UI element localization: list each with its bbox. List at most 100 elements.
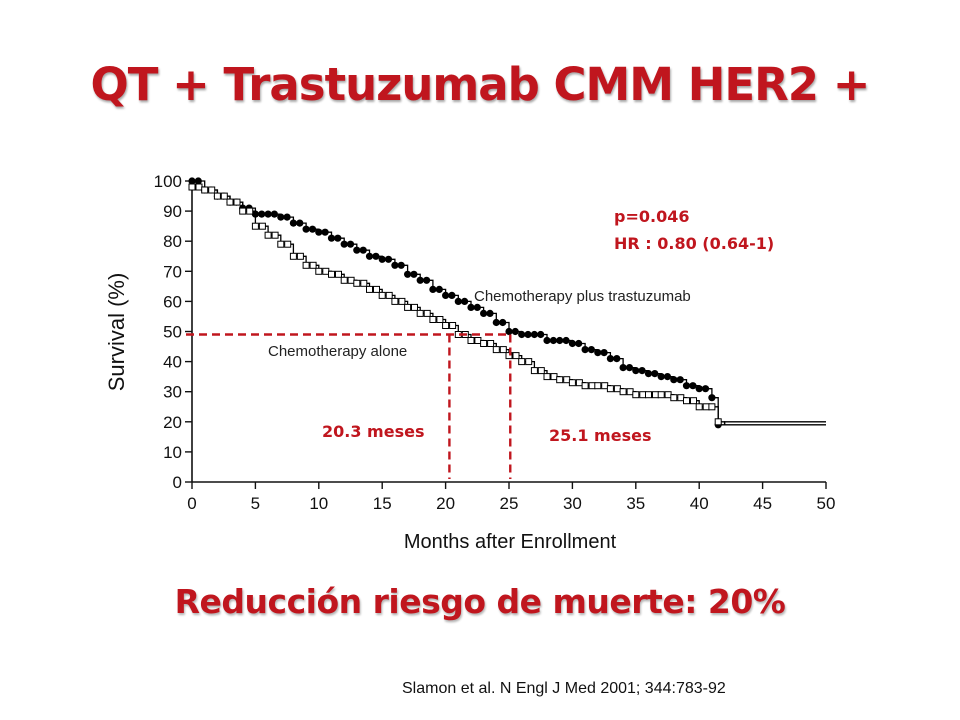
censor-mark-chemo-alone (347, 276, 355, 284)
censor-mark-trastuzumab (587, 346, 596, 354)
censor-mark-chemo-alone (398, 297, 406, 305)
censor-mark-trastuzumab (651, 370, 659, 378)
censor-mark-trastuzumab (340, 240, 348, 248)
censor-mark-trastuzumab (327, 234, 336, 242)
x-tick-label: 45 (753, 494, 772, 513)
censor-mark-trastuzumab (264, 210, 272, 218)
censor-mark-trastuzumab (308, 225, 317, 233)
censor-mark-chemo-alone (239, 207, 247, 215)
censor-mark-trastuzumab (499, 318, 507, 327)
censor-mark-chemo-alone (353, 279, 361, 287)
y-axis-label: Survival (%) (104, 273, 129, 392)
censor-mark-chemo-alone (537, 367, 545, 375)
censor-mark-trastuzumab (644, 370, 653, 378)
censor-mark-chemo-alone (543, 373, 551, 381)
censor-mark-chemo-alone (639, 391, 647, 399)
censor-mark-chemo-alone (277, 240, 285, 248)
censor-mark-trastuzumab (359, 246, 367, 254)
censor-mark-chemo-alone (373, 285, 380, 293)
censor-mark-chemo-alone (246, 207, 254, 215)
censor-mark-trastuzumab (283, 213, 291, 221)
censor-mark-trastuzumab (289, 219, 297, 227)
censor-mark-trastuzumab (486, 309, 494, 317)
censor-mark-trastuzumab (334, 234, 342, 242)
censor-mark-trastuzumab (277, 213, 285, 221)
censor-mark-chemo-alone (258, 222, 266, 230)
censor-mark-chemo-alone (208, 186, 216, 194)
censor-mark-chemo-alone (429, 316, 437, 323)
y-tick-label: 80 (163, 232, 182, 251)
censor-mark-chemo-alone (188, 183, 196, 191)
y-tick-label: 70 (163, 262, 182, 281)
km-curve-chemo-alone (192, 186, 826, 426)
censor-mark-trastuzumab (410, 270, 418, 278)
censor-mark-trastuzumab (549, 336, 558, 345)
series-label-trastuzumab: Chemotherapy plus trastuzumab (474, 288, 691, 305)
x-tick-label: 0 (187, 494, 196, 513)
censor-mark-chemo-alone (436, 316, 444, 323)
censor-mark-trastuzumab (473, 303, 481, 311)
censor-mark-chemo-alone (271, 231, 279, 239)
censor-mark-chemo-alone (449, 322, 457, 329)
censor-mark-trastuzumab (562, 336, 570, 345)
chart-axes: 0 10 20 30 40 50 60 70 80 90 100 0 5 10 15 20 25 30 35 40 45… (154, 172, 836, 513)
series-layer (188, 177, 826, 429)
censor-mark-chemo-alone (626, 388, 634, 396)
censor-mark-trastuzumab (537, 330, 545, 339)
censor-mark-chemo-alone (391, 297, 399, 305)
censor-mark-chemo-alone (606, 385, 614, 393)
y-tick-label: 30 (163, 383, 182, 402)
censor-mark-trastuzumab (454, 297, 462, 305)
y-tick-label: 60 (163, 292, 182, 311)
censor-mark-trastuzumab (689, 382, 697, 390)
censor-mark-trastuzumab (581, 346, 589, 354)
censor-mark-chemo-alone (442, 322, 450, 329)
censor-mark-trastuzumab (270, 210, 278, 218)
censor-mark-chemo-alone (670, 394, 678, 402)
censor-mark-trastuzumab (556, 336, 564, 345)
censor-mark-chemo-alone (645, 391, 652, 399)
x-tick-label: 10 (309, 494, 328, 513)
censor-mark-chemo-alone (550, 373, 558, 381)
censor-mark-chemo-alone (467, 337, 475, 344)
censor-mark-trastuzumab (397, 261, 405, 269)
censor-mark-chemo-alone (360, 279, 368, 287)
censor-mark-chemo-alone (518, 358, 526, 366)
censor-mark-trastuzumab (600, 349, 608, 357)
censor-mark-trastuzumab (625, 364, 634, 372)
censor-mark-chemo-alone (328, 270, 335, 278)
censor-mark-chemo-alone (335, 270, 342, 278)
censor-mark-trastuzumab (416, 276, 424, 284)
y-tick-label: 40 (163, 353, 182, 372)
censor-mark-chemo-alone (213, 192, 221, 200)
censor-mark-trastuzumab (619, 364, 627, 372)
p-value-label: p=0.046 (614, 207, 689, 226)
censor-mark-chemo-alone (302, 261, 310, 269)
censor-mark-chemo-alone (499, 346, 507, 354)
hazard-ratio-label: HR : 0.80 (0.64-1) (614, 234, 774, 253)
x-tick-label: 40 (690, 494, 709, 513)
censor-mark-chemo-alone (601, 382, 609, 390)
censor-mark-chemo-alone (683, 397, 690, 405)
censor-mark-trastuzumab (378, 255, 386, 263)
censor-mark-chemo-alone (315, 267, 323, 275)
censor-mark-chemo-alone (474, 337, 482, 344)
censor-mark-trastuzumab (682, 382, 691, 390)
series-label-chemo-alone: Chemotherapy alone (268, 343, 407, 360)
censor-mark-chemo-alone (512, 352, 520, 360)
y-tick-label: 10 (163, 443, 182, 462)
censor-mark-chemo-alone (702, 403, 710, 411)
censor-mark-chemo-alone (525, 358, 533, 366)
citation-text: Slamon et al. N Engl J Med 2001; 344:783… (402, 680, 726, 697)
censor-mark-chemo-alone (657, 391, 665, 399)
censor-mark-chemo-alone (594, 382, 602, 390)
censor-mark-trastuzumab (708, 394, 716, 402)
censor-mark-chemo-alone (220, 192, 228, 200)
censor-mark-trastuzumab (505, 327, 513, 336)
censor-mark-chemo-alone (677, 394, 685, 402)
censor-mark-chemo-alone (492, 346, 500, 354)
median-label-chemo-alone: 20.3 meses (322, 422, 424, 441)
median-label-trastuzumab: 25.1 meses (549, 426, 651, 445)
censor-mark-trastuzumab (423, 276, 431, 284)
censor-mark-chemo-alone (556, 376, 564, 384)
